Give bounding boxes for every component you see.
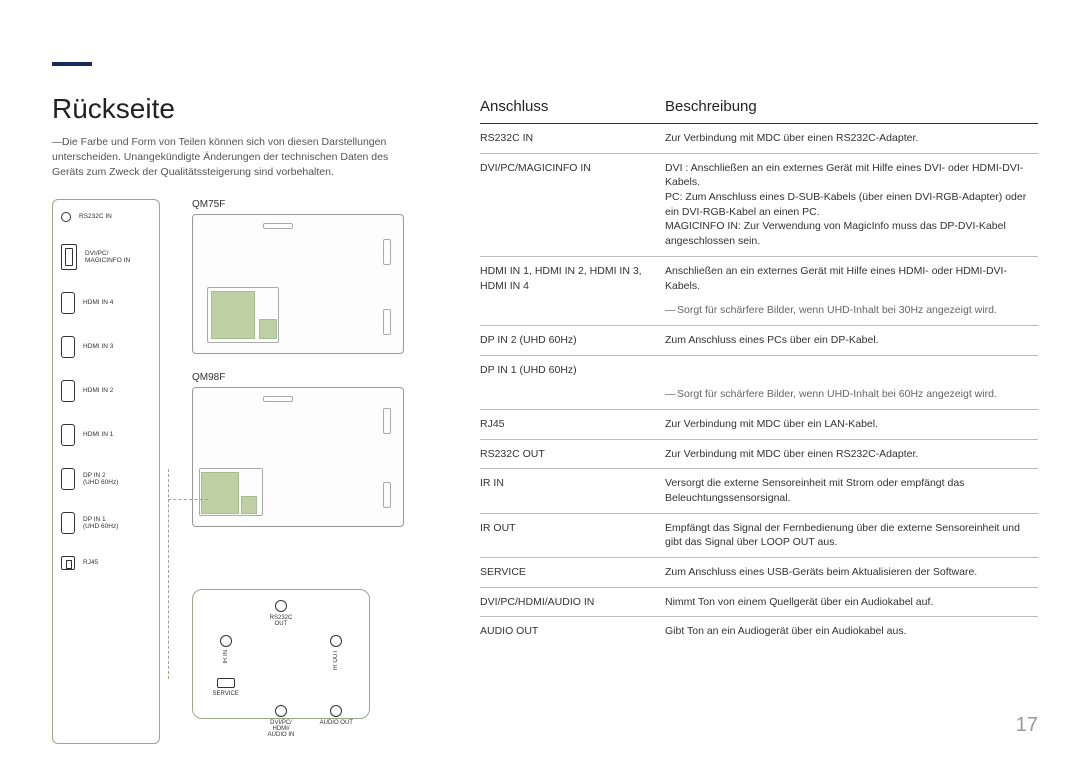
table-cell-desc: Gibt Ton an ein Audiogerät über ein Audi… <box>665 617 1038 646</box>
bottom-connector-panel: RS232C OUTIR INIR OUTSERVICEDVI/PC/ HDMI… <box>192 589 370 719</box>
bottom-panel-cell: IR OUT <box>314 635 359 670</box>
intro-note-text: Die Farbe und Form von Teilen können sic… <box>52 136 388 178</box>
connector-label: SERVICE <box>213 691 239 697</box>
table-cell-port: SERVICE <box>480 558 665 587</box>
table-cell-port: RS232C IN <box>480 124 665 153</box>
table-cell-desc: Versorgt die externe Sensoreinheit mit S… <box>665 469 1038 512</box>
port-row: DP IN 2 (UHD 60Hz) <box>61 468 151 490</box>
table-cell-port: IR OUT <box>480 514 665 557</box>
port-row: HDMI IN 3 <box>61 336 151 358</box>
port-row: HDMI IN 4 <box>61 292 151 314</box>
bottom-panel-cell <box>203 705 248 738</box>
table-cell-port: DP IN 2 (UHD 60Hz) <box>480 326 665 355</box>
bottom-panel-cell <box>314 678 359 697</box>
port-label: RS232C IN <box>79 213 112 220</box>
port-table: Anschluss Beschreibung RS232C INZur Verb… <box>480 98 1038 646</box>
hdmi-port-icon <box>61 336 75 358</box>
connector-circle-icon <box>220 635 232 647</box>
intro-note: ―Die Farbe und Form von Teilen können si… <box>52 135 407 181</box>
table-cell-port: DP IN 1 (UHD 60Hz) <box>480 356 665 385</box>
table-cell-port: DVI/PC/HDMI/AUDIO IN <box>480 588 665 617</box>
port-row: HDMI IN 2 <box>61 380 151 402</box>
port-label: HDMI IN 4 <box>83 299 113 306</box>
connector-label: IR IN <box>223 650 229 664</box>
bottom-panel-cell <box>314 600 359 627</box>
port-label: DVI/PC/ MAGICINFO IN <box>85 250 130 264</box>
table-header-port: Anschluss <box>480 98 665 123</box>
table-cell-desc: DVI : Anschließen an ein externes Gerät … <box>665 154 1038 256</box>
bottom-panel-cell: DVI/PC/ HDMI/ AUDIO IN <box>258 705 303 738</box>
connector-rect-icon <box>217 678 235 688</box>
table-cell-desc: Zur Verbindung mit MDC über einen RS232C… <box>665 124 1038 153</box>
panel-qm75f <box>192 214 404 354</box>
connector-circle-icon <box>275 600 287 612</box>
bottom-panel-cell: AUDIO OUT <box>314 705 359 738</box>
table-cell-port: DVI/PC/MAGICINFO IN <box>480 154 665 256</box>
connector-circle-icon <box>330 705 342 717</box>
table-cell-desc: Zum Anschluss eines USB-Geräts beim Aktu… <box>665 558 1038 587</box>
port-row: RS232C IN <box>61 212 151 222</box>
page-title: Rückseite <box>52 93 407 125</box>
bottom-panel-cell <box>258 635 303 670</box>
port-label: HDMI IN 1 <box>83 431 113 438</box>
port-row: DVI/PC/ MAGICINFO IN <box>61 244 151 270</box>
header-accent-bar <box>52 62 92 66</box>
connector-circle-icon <box>275 705 287 717</box>
panel-label-qm98f: QM98F <box>192 372 404 383</box>
table-cell-desc: Empfängt das Signal der Fernbedienung üb… <box>665 514 1038 557</box>
bottom-panel-cell <box>203 600 248 627</box>
port-label: HDMI IN 3 <box>83 343 113 350</box>
table-cell-desc: Anschließen an ein externes Gerät mit Hi… <box>665 257 1038 300</box>
port-label: DP IN 2 (UHD 60Hz) <box>83 472 118 486</box>
bottom-panel-cell: RS232C OUT <box>258 600 303 627</box>
table-cell-port: AUDIO OUT <box>480 617 665 646</box>
table-header-desc: Beschreibung <box>665 98 1038 123</box>
table-sub-note: ―Sorgt für schärfere Bilder, wenn UHD-In… <box>665 384 1038 409</box>
table-cell-desc: Zur Verbindung mit MDC über ein LAN-Kabe… <box>665 410 1038 439</box>
connector-label: DVI/PC/ HDMI/ AUDIO IN <box>268 720 295 738</box>
back-panels: QM75F QM98F <box>192 199 404 527</box>
table-cell-port: IR IN <box>480 469 665 512</box>
bottom-panel-cell: IR IN <box>203 635 248 670</box>
hdmi-port-icon <box>61 512 75 534</box>
page-number: 17 <box>1016 714 1038 737</box>
table-cell-desc: Nimmt Ton von einem Quellgerät über ein … <box>665 588 1038 617</box>
right-column: Anschluss Beschreibung RS232C INZur Verb… <box>480 98 1038 646</box>
table-cell-port: RS232C OUT <box>480 440 665 469</box>
port-label: HDMI IN 2 <box>83 387 113 394</box>
connector-label: IR OUT <box>333 650 339 670</box>
connector-circle-icon <box>330 635 342 647</box>
round-port-icon <box>61 212 71 222</box>
diagram-area: RS232C IN DVI/PC/ MAGICINFO IN HDMI IN 4 HD… <box>52 199 407 744</box>
panel-label-qm75f: QM75F <box>192 199 404 210</box>
port-label: RJ45 <box>83 559 98 566</box>
hdmi-port-icon <box>61 292 75 314</box>
rj45-port-icon <box>61 556 75 570</box>
table-cell-desc: Zur Verbindung mit MDC über einen RS232C… <box>665 440 1038 469</box>
connector-label: RS232C OUT <box>270 615 293 627</box>
connector-label: AUDIO OUT <box>320 720 353 726</box>
port-row: HDMI IN 1 <box>61 424 151 446</box>
panel-qm98f <box>192 387 404 527</box>
dvi-port-icon <box>61 244 77 270</box>
connector-line-v <box>168 469 169 679</box>
bottom-panel-cell: SERVICE <box>203 678 248 697</box>
port-label: DP IN 1 (UHD 60Hz) <box>83 516 118 530</box>
table-cell-port: HDMI IN 1, HDMI IN 2, HDMI IN 3, HDMI IN… <box>480 257 665 300</box>
left-column: Rückseite ―Die Farbe und Form von Teilen… <box>52 93 407 744</box>
hdmi-port-icon <box>61 380 75 402</box>
table-cell-desc <box>665 356 1038 385</box>
table-sub-note: ―Sorgt für schärfere Bilder, wenn UHD-In… <box>665 300 1038 325</box>
hdmi-port-icon <box>61 424 75 446</box>
port-strip: RS232C IN DVI/PC/ MAGICINFO IN HDMI IN 4 HD… <box>52 199 160 744</box>
table-cell-port: RJ45 <box>480 410 665 439</box>
table-cell-desc: Zum Anschluss eines PCs über ein DP-Kabe… <box>665 326 1038 355</box>
hdmi-port-icon <box>61 468 75 490</box>
bottom-panel-cell <box>258 678 303 697</box>
port-row: DP IN 1 (UHD 60Hz) <box>61 512 151 534</box>
connector-line-h <box>168 499 208 500</box>
port-row: RJ45 <box>61 556 151 570</box>
